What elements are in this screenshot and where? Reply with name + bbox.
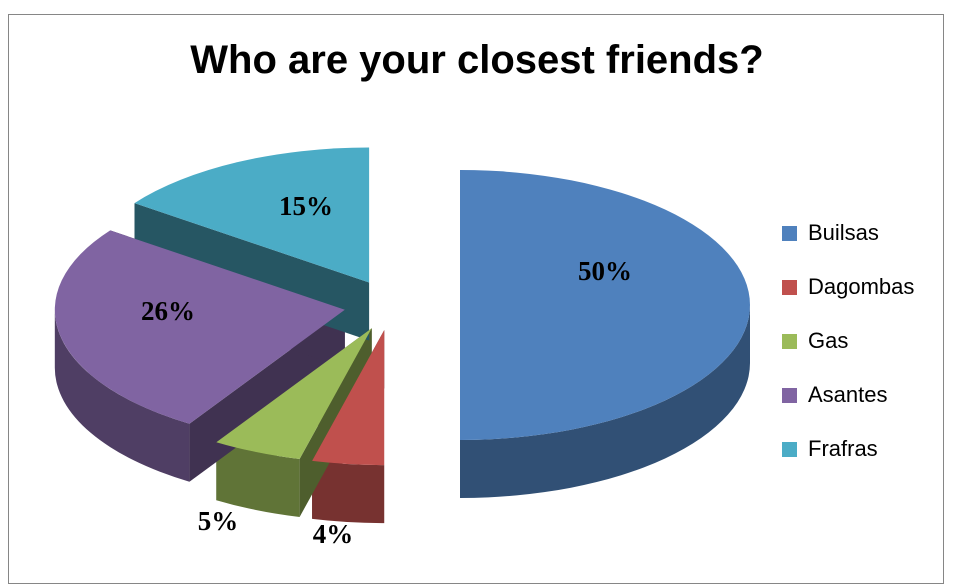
data-label-gas: 5% xyxy=(198,506,239,536)
legend-item-builsas: Builsas xyxy=(782,218,952,248)
slice-side-dagombas xyxy=(312,460,385,524)
legend-label: Asantes xyxy=(808,382,888,407)
data-label-frafras: 15% xyxy=(279,191,333,221)
slice-side-gas xyxy=(216,442,300,517)
data-labels: 50% 4% 5% 26% 15% xyxy=(141,191,632,549)
legend-label: Frafras xyxy=(808,436,878,461)
legend-item-gas: Gas xyxy=(782,326,952,356)
legend-swatch xyxy=(782,280,797,295)
legend-label: Builsas xyxy=(808,220,879,245)
legend-swatch xyxy=(782,334,797,349)
pie-faces xyxy=(54,147,750,466)
legend-label: Dagombas xyxy=(808,274,915,299)
data-label-asantes: 26% xyxy=(141,296,195,326)
legend-swatch xyxy=(782,388,797,403)
slice-side-asantes xyxy=(54,309,190,482)
legend-item-frafras: Frafras xyxy=(782,434,952,464)
legend-swatch xyxy=(782,442,797,457)
legend-label: Gas xyxy=(808,328,849,353)
slice-gas xyxy=(216,328,372,459)
slice-side-builsas xyxy=(460,305,750,498)
slice-builsas xyxy=(460,170,750,440)
chart-title: Who are your closest friends? xyxy=(190,38,764,82)
slice-asantes xyxy=(54,230,345,424)
slice-frafras xyxy=(134,147,370,283)
legend-swatch xyxy=(782,226,797,241)
legend-item-dagombas: Dagombas xyxy=(782,272,952,302)
data-label-builsas: 50% xyxy=(578,256,632,286)
data-label-dagombas: 4% xyxy=(313,519,354,549)
legend-item-asantes: Asantes xyxy=(782,380,952,410)
slice-dagombas xyxy=(312,330,385,466)
